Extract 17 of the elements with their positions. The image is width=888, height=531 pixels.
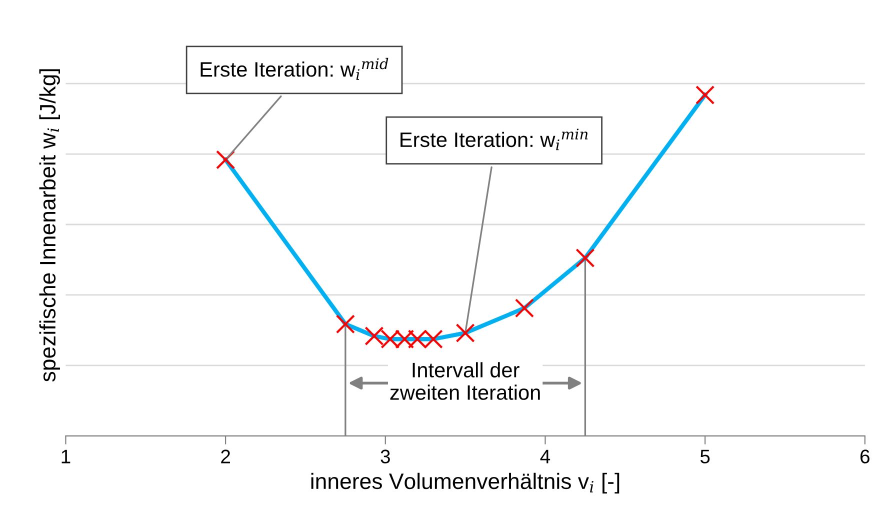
x-tick-label: 1 [62, 450, 70, 464]
x-tick-label: 6 [860, 450, 870, 464]
point [456, 323, 475, 343]
annotation: Intervall der zweiten Iteration [390, 362, 540, 400]
x-tick-label: 3 [380, 450, 390, 464]
point [336, 314, 355, 334]
x-axis-title: inneres Volumenverhältnis v$_{i}$ [-] [311, 472, 620, 494]
point [696, 85, 715, 105]
point [514, 298, 534, 318]
x-tick-label: 5 [700, 450, 710, 464]
x-tick-label: 4 [540, 450, 550, 464]
y-axis-title: spezifische Innenarbeit w$_{i}$ [J/kg] [39, 69, 60, 382]
point [576, 248, 595, 268]
annotation: Erste Iteration: w$_{i}$$^{mid}$ [200, 58, 388, 80]
x-tick-label: 2 [221, 450, 230, 464]
annotation: Erste Iteration: w$_{i}$$^{min}$ [400, 128, 588, 150]
point [216, 150, 236, 170]
